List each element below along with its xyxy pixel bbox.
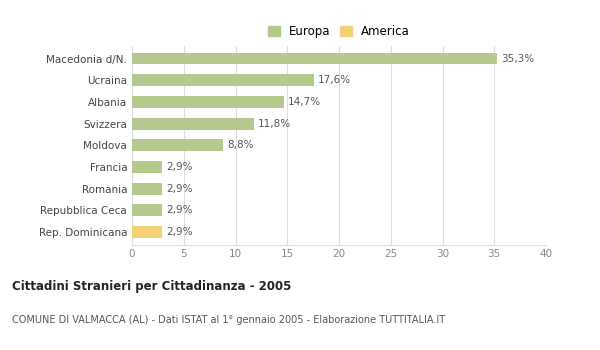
Text: 11,8%: 11,8%: [258, 119, 292, 128]
Text: 17,6%: 17,6%: [319, 75, 352, 85]
Bar: [132, 74, 314, 86]
Text: 2,9%: 2,9%: [166, 184, 193, 194]
Bar: [132, 139, 223, 151]
Bar: [132, 204, 162, 216]
Bar: [132, 226, 162, 238]
Bar: [132, 183, 162, 195]
Bar: [132, 52, 497, 64]
Bar: [132, 118, 254, 130]
Text: 35,3%: 35,3%: [502, 54, 535, 63]
Legend: Europa, America: Europa, America: [265, 21, 413, 42]
Text: COMUNE DI VALMACCA (AL) - Dati ISTAT al 1° gennaio 2005 - Elaborazione TUTTITALI: COMUNE DI VALMACCA (AL) - Dati ISTAT al …: [12, 315, 445, 325]
Text: 2,9%: 2,9%: [166, 205, 193, 215]
Text: 2,9%: 2,9%: [166, 227, 193, 237]
Bar: [132, 161, 162, 173]
Text: 14,7%: 14,7%: [288, 97, 322, 107]
Text: Cittadini Stranieri per Cittadinanza - 2005: Cittadini Stranieri per Cittadinanza - 2…: [12, 280, 292, 293]
Text: 8,8%: 8,8%: [227, 140, 254, 150]
Text: 2,9%: 2,9%: [166, 162, 193, 172]
Bar: [132, 96, 284, 108]
